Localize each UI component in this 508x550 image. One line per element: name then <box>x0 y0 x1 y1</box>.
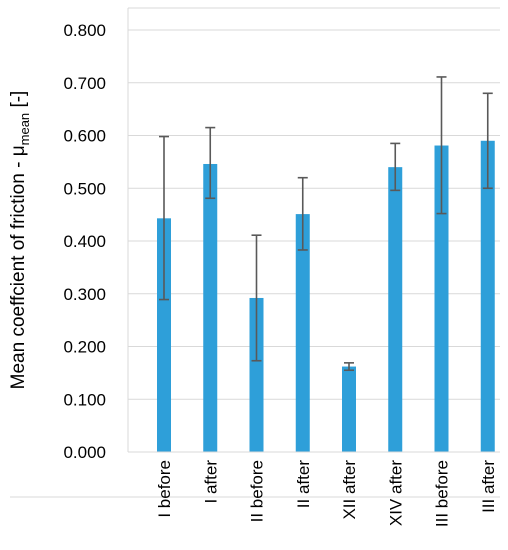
x-tick-label: XIV after <box>386 460 405 526</box>
x-tick-label: I before <box>155 460 174 518</box>
error-bar <box>390 142 401 192</box>
error-bar <box>159 135 169 301</box>
error-bar <box>251 234 262 362</box>
x-tick-label: XII after <box>340 460 359 520</box>
y-tick-label: 0.800 <box>63 21 106 40</box>
y-tick-label: 0.400 <box>63 232 106 251</box>
bar <box>249 297 264 452</box>
bar <box>157 218 171 452</box>
y-tick-label: 0.200 <box>63 338 106 357</box>
bar <box>434 145 449 452</box>
error-bar <box>344 362 354 372</box>
error-bar <box>436 76 447 215</box>
bar <box>203 163 218 453</box>
x-tick-label: III after <box>479 460 498 513</box>
x-tick-label: III before <box>433 460 452 527</box>
x-tick-label: II after <box>294 460 313 509</box>
x-tick-label: II before <box>248 460 267 522</box>
y-tick-label: 0.600 <box>63 127 106 146</box>
y-tick-label: 0.500 <box>63 179 106 198</box>
y-axis-label-subscript: mean <box>17 113 32 146</box>
x-tick-label: I after <box>201 460 220 504</box>
y-tick-label: 0.000 <box>63 443 106 462</box>
y-axis-label-unit: [-] <box>8 91 29 113</box>
y-tick-label: 0.300 <box>63 285 106 304</box>
y-axis-label: Mean coeffcient of friction - μmean [-] <box>8 91 32 390</box>
y-tick-label: 0.100 <box>63 390 106 409</box>
error-bar <box>482 92 493 190</box>
bar <box>388 167 403 452</box>
y-axis-label-main: Mean coeffcient of friction - μ <box>8 145 29 389</box>
y-tick-labels: 0.000 0.100 0.200 0.300 0.400 0.500 0.600 0.700… <box>63 21 106 462</box>
y-tick-label: 0.700 <box>63 74 106 93</box>
bar <box>295 214 310 452</box>
bars <box>157 140 495 453</box>
error-bar <box>205 126 216 200</box>
bar <box>342 366 356 452</box>
bar <box>480 140 495 452</box>
error-bar <box>297 176 308 251</box>
x-tick-labels: I before I after II before II after XII afte… <box>155 460 498 527</box>
grid-lines <box>127 7 500 452</box>
error-bars <box>159 76 493 372</box>
